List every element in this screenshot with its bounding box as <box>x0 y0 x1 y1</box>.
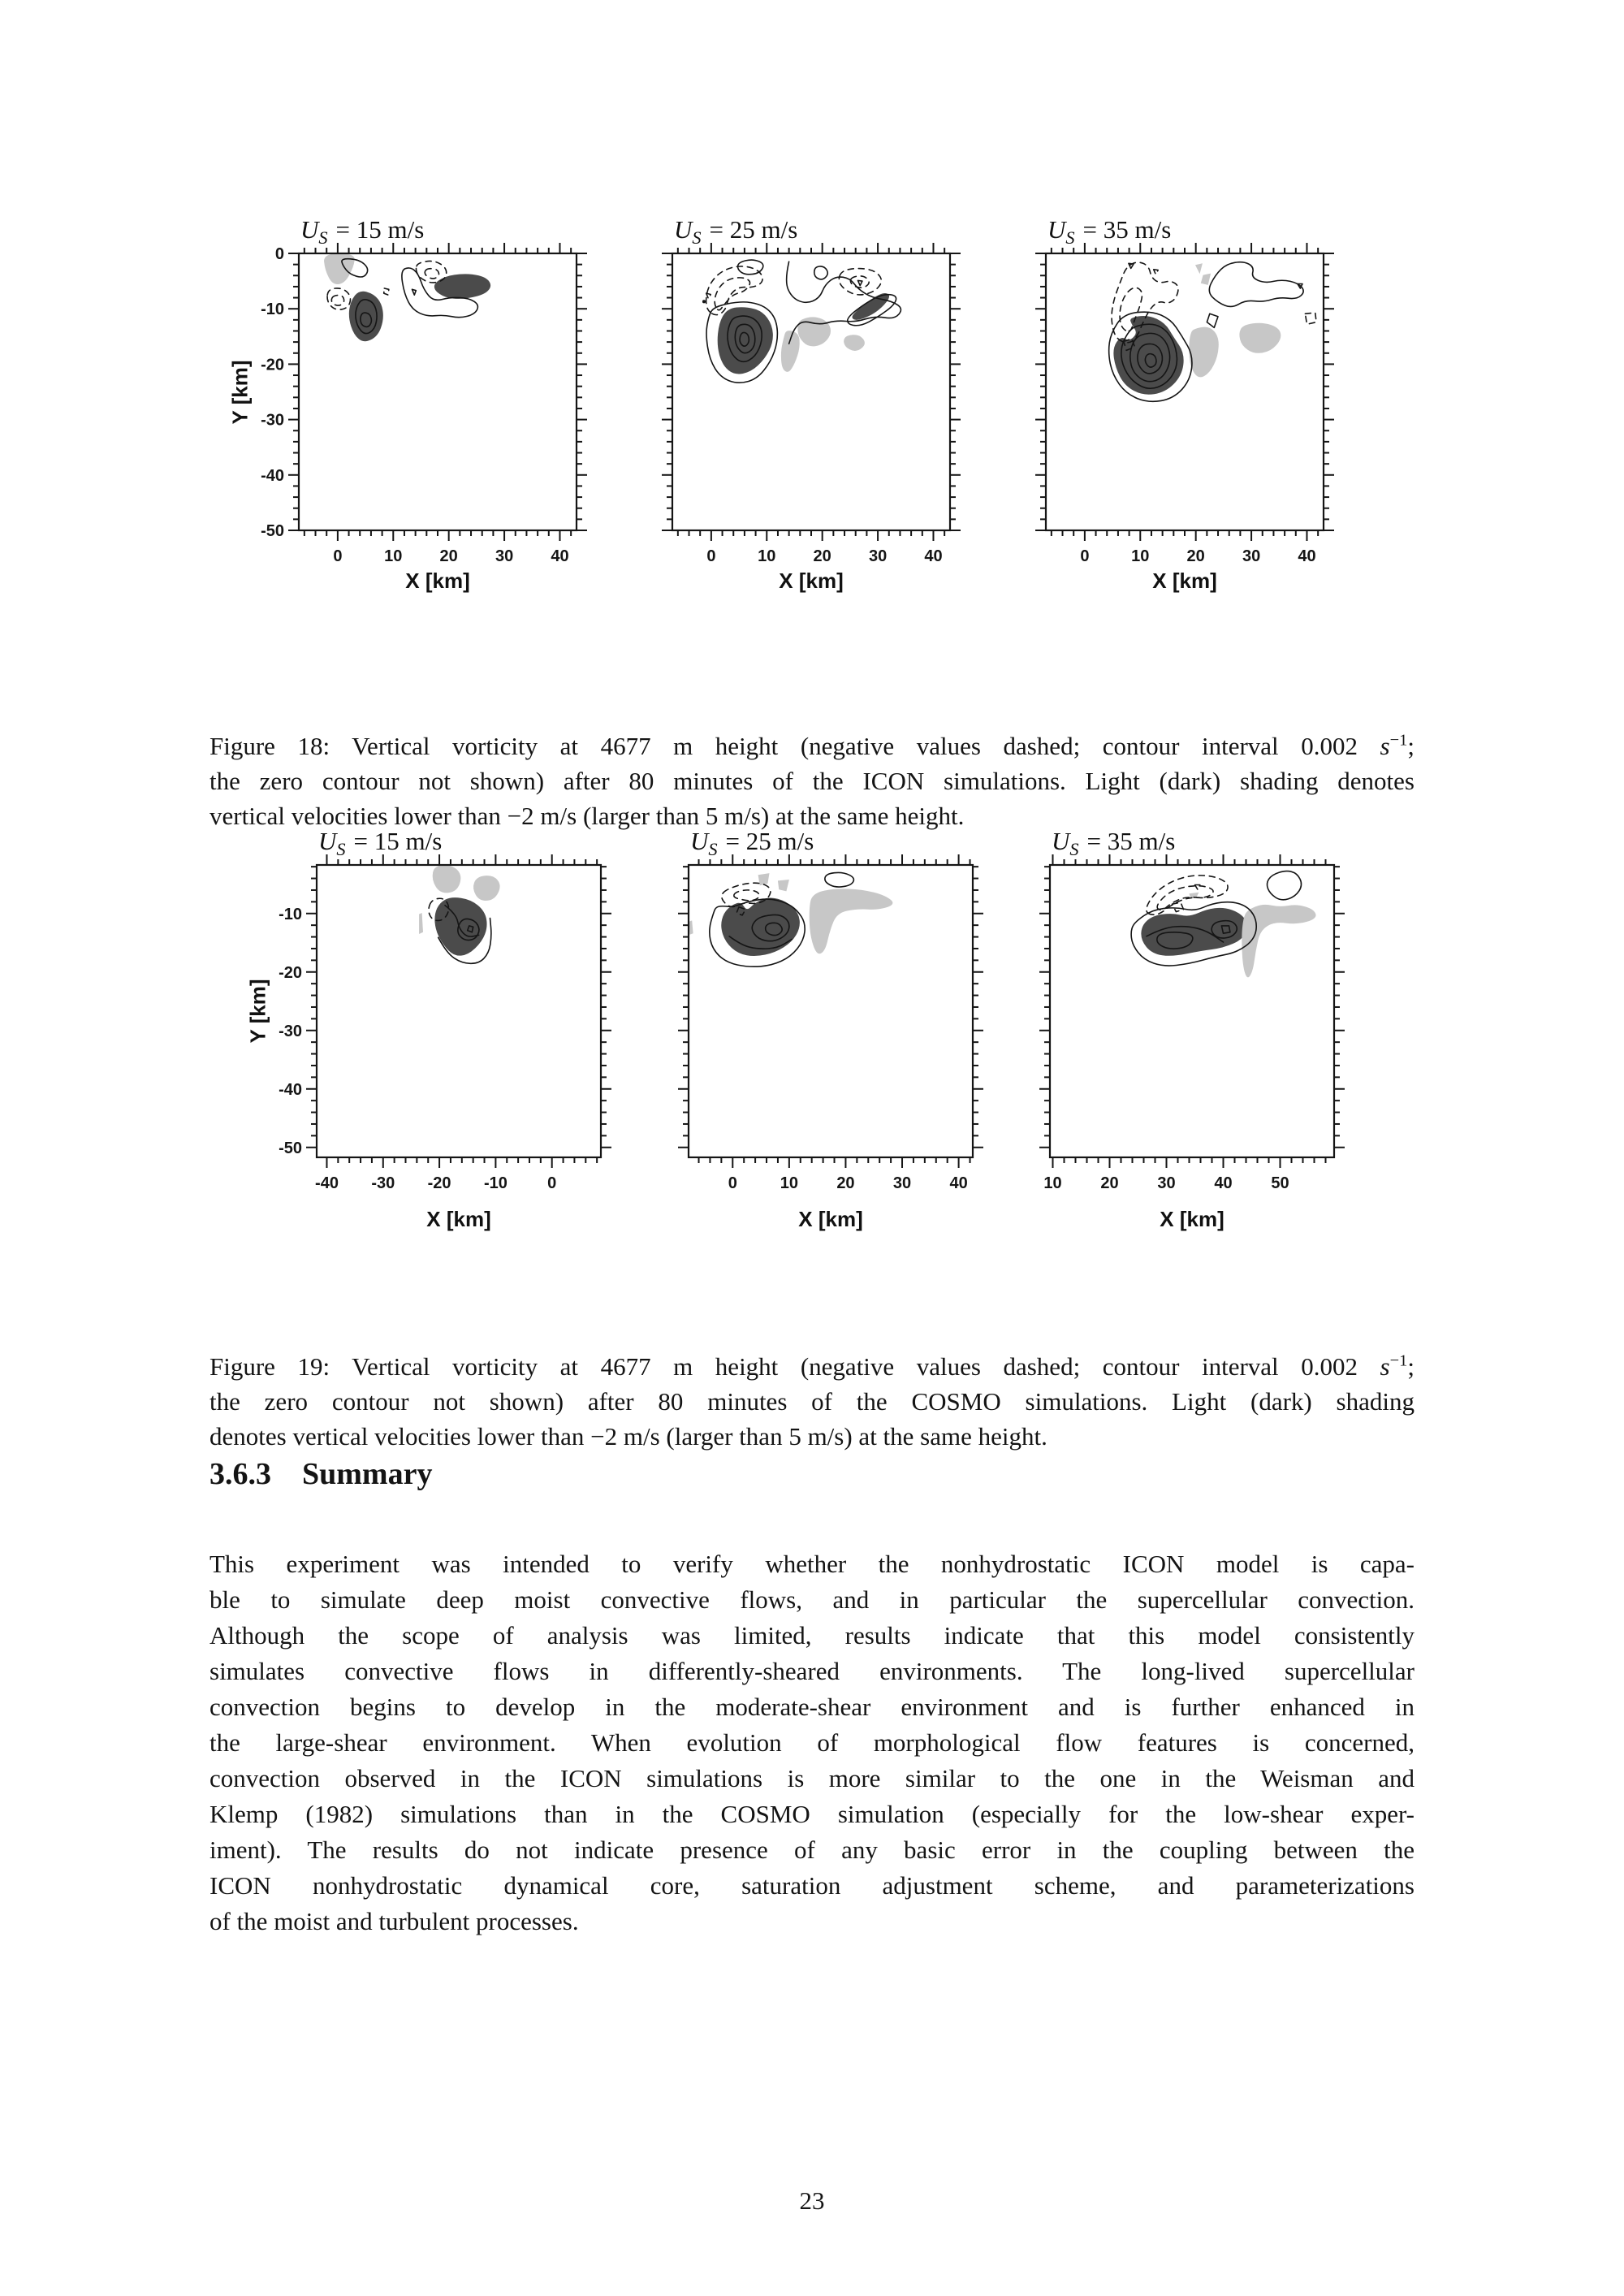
caption-line: denotes vertical velocities lower than −… <box>209 1422 1047 1451</box>
caption-line: Figure 19: Vertical vorticity at 4677 m … <box>209 1351 1415 1381</box>
figure19-panel-us15: US = 15 m/s -40 -30 -20 -10 0 -10 -20 -30 -40 -50 … <box>246 827 611 1231</box>
contour-plot: 0 10 20 30 40 <box>662 243 961 565</box>
svg-text:20: 20 <box>1100 1174 1118 1192</box>
svg-text:-50: -50 <box>279 1139 302 1157</box>
svg-text:20: 20 <box>836 1174 854 1192</box>
caption-line: vertical velocities lower than −2 m/s (l… <box>209 802 965 830</box>
svg-text:40: 40 <box>1298 547 1315 565</box>
paragraph-line: ICON nonhydrostatic dynamical core, satu… <box>209 1871 1415 1900</box>
svg-text:0: 0 <box>547 1174 556 1192</box>
svg-text:-10: -10 <box>279 906 302 923</box>
contour-plot: -40 -30 -20 -10 0 -10 -20 -30 -40 -50 <box>279 854 611 1192</box>
svg-text:0: 0 <box>706 547 715 565</box>
svg-text:10: 10 <box>780 1174 798 1192</box>
figure19-caption: Figure 19: Vertical vorticity at 4677 m … <box>209 1349 1415 1454</box>
paragraph-line: simulates convective flows in differentl… <box>209 1657 1415 1685</box>
contour-plot: 10 20 30 40 50 <box>1039 854 1345 1192</box>
paragraph-line: convection observed in the ICON simulati… <box>209 1764 1415 1792</box>
paragraph-line: of the moist and turbulent processes. <box>209 1907 579 1935</box>
svg-text:0: 0 <box>275 245 284 263</box>
figure18-panel-us25: US = 25 m/s 0 10 20 30 40 X [km] <box>662 215 961 593</box>
section-number: 3.6.3 <box>209 1457 271 1491</box>
svg-text:20: 20 <box>440 547 458 565</box>
x-axis-label: X [km] <box>405 569 470 593</box>
svg-text:-10: -10 <box>261 301 284 318</box>
paragraph-line: Klemp (1982) simulations than in the COS… <box>209 1800 1415 1828</box>
svg-text:10: 10 <box>1131 547 1149 565</box>
svg-text:40: 40 <box>1214 1174 1232 1192</box>
svg-text:30: 30 <box>1242 547 1260 565</box>
contour-plot: 0 10 20 30 40 0 -10 -20 -30 -40 -50 <box>261 243 587 565</box>
figure19-panel-us35: US = 35 m/s 10 20 30 40 50 X [km] <box>1039 827 1345 1231</box>
caption-line: the zero contour not shown) after 80 min… <box>209 767 1415 795</box>
svg-text:30: 30 <box>1157 1174 1175 1192</box>
svg-text:-40: -40 <box>315 1174 339 1192</box>
svg-text:10: 10 <box>758 547 775 565</box>
svg-text:20: 20 <box>1187 547 1205 565</box>
section-heading: 3.6.3 Summary <box>209 1456 432 1492</box>
figure18-caption: Figure 18: Vertical vorticity at 4677 m … <box>209 729 1415 833</box>
svg-text:-50: -50 <box>261 522 284 540</box>
svg-text:-40: -40 <box>279 1081 302 1099</box>
figure19-panel-us25: US = 25 m/s 0 10 20 30 40 X [km] <box>678 827 983 1231</box>
svg-text:-20: -20 <box>261 356 284 374</box>
paragraph-line: iment). The results do not indicate pres… <box>209 1836 1415 1864</box>
paragraph-line: convection begins to develop in the mode… <box>209 1693 1415 1721</box>
x-axis-label: X [km] <box>798 1207 863 1231</box>
svg-text:40: 40 <box>924 547 942 565</box>
svg-text:-20: -20 <box>428 1174 451 1192</box>
svg-text:0: 0 <box>728 1174 737 1192</box>
svg-text:40: 40 <box>949 1174 967 1192</box>
svg-text:-30: -30 <box>279 1023 302 1040</box>
page-number: 23 <box>799 2186 825 2215</box>
paragraph-line: the large-shear environment. When evolut… <box>209 1728 1415 1757</box>
svg-text:10: 10 <box>1043 1174 1061 1192</box>
svg-text:10: 10 <box>384 547 402 565</box>
svg-text:40: 40 <box>551 547 568 565</box>
svg-text:-30: -30 <box>261 412 284 430</box>
caption-line: Figure 18: Vertical vorticity at 4677 m … <box>209 731 1415 760</box>
svg-text:0: 0 <box>333 547 342 565</box>
y-axis-label: Y [km] <box>245 979 270 1044</box>
caption-line: the zero contour not shown) after 80 min… <box>209 1387 1415 1416</box>
section-title: Summary <box>302 1457 433 1491</box>
svg-text:-10: -10 <box>484 1174 508 1192</box>
x-axis-label: X [km] <box>779 569 844 593</box>
panel-title: US = 15 m/s <box>318 827 443 860</box>
contour-plot: 0 10 20 30 40 <box>1035 243 1334 565</box>
panel-title: US = 15 m/s <box>300 215 425 249</box>
panel-title: US = 25 m/s <box>674 215 798 249</box>
paragraph-line: This experiment was intended to verify w… <box>209 1550 1415 1578</box>
svg-text:-30: -30 <box>371 1174 395 1192</box>
svg-text:30: 30 <box>495 547 513 565</box>
svg-text:0: 0 <box>1080 547 1089 565</box>
x-axis-label: X [km] <box>426 1207 491 1231</box>
figure18-panel-us35: US = 35 m/s 0 10 20 30 40 X [km] <box>1035 215 1334 593</box>
panel-title: US = 35 m/s <box>1047 215 1172 249</box>
contour-plot: 0 10 20 30 40 <box>678 854 983 1192</box>
panel-title: US = 25 m/s <box>690 827 814 860</box>
svg-text:30: 30 <box>893 1174 911 1192</box>
svg-text:20: 20 <box>814 547 831 565</box>
x-axis-label: X [km] <box>1152 569 1217 593</box>
paragraph-line: ble to simulate deep moist convective fl… <box>209 1585 1415 1614</box>
panel-title: US = 35 m/s <box>1052 827 1176 860</box>
x-axis-label: X [km] <box>1160 1207 1224 1231</box>
svg-text:30: 30 <box>869 547 887 565</box>
paragraph-line: Although the scope of analysis was limit… <box>209 1621 1415 1650</box>
svg-text:-20: -20 <box>279 964 302 982</box>
svg-text:-40: -40 <box>261 467 284 485</box>
figure18-panel-us15: US = 15 m/s 0 10 20 30 40 0 -10 -20 -30 -40 -50 X [… <box>228 215 587 593</box>
y-axis-label: Y [km] <box>227 360 253 424</box>
svg-text:50: 50 <box>1271 1174 1289 1192</box>
summary-paragraph: This experiment was intended to verify w… <box>209 1546 1415 1939</box>
